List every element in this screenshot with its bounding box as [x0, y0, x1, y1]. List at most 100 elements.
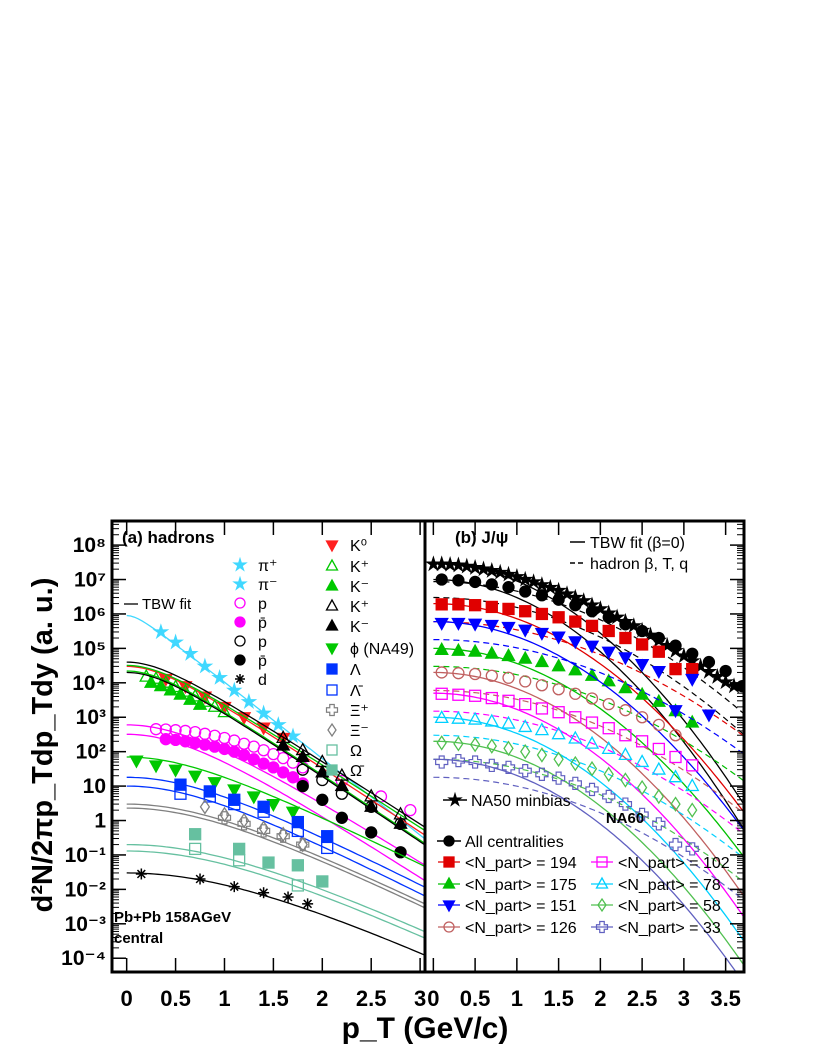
- data-point: [276, 737, 291, 751]
- fit-curve: [433, 716, 744, 942]
- x-tick-label: 1.5: [258, 986, 289, 1011]
- data-point: [149, 723, 163, 736]
- data-point: [551, 631, 566, 645]
- data-point: [533, 576, 551, 592]
- data-point: [227, 784, 242, 798]
- legend-marker: [595, 920, 609, 934]
- data-point: [686, 662, 699, 676]
- data-point: [269, 716, 287, 732]
- fit-curve: [126, 872, 425, 956]
- legend-marker: [234, 597, 246, 609]
- data-point: [569, 711, 582, 724]
- y-tick-label: 10⁷: [74, 569, 106, 592]
- data-point: [519, 585, 532, 598]
- data-point: [485, 758, 499, 773]
- legend-label: Ξ⁻: [350, 723, 369, 740]
- data-point: [282, 891, 294, 903]
- data-point: [586, 760, 598, 777]
- data-point: [635, 807, 649, 822]
- x-tick-label: 3.5: [710, 986, 741, 1011]
- data-point: [551, 726, 566, 740]
- data-point: [534, 722, 550, 736]
- legend-label: π⁻: [258, 577, 277, 594]
- fit-curve: [126, 843, 425, 932]
- data-point: [558, 585, 576, 602]
- data-point: [321, 830, 334, 843]
- data-point: [207, 777, 222, 791]
- legend-label: <N_part> = 126: [465, 920, 577, 937]
- legend-label: Ξ⁺: [350, 703, 369, 720]
- data-point: [435, 598, 448, 611]
- data-point: [434, 617, 449, 631]
- data-point: [603, 766, 614, 783]
- data-point: [194, 873, 206, 885]
- legend-marker: [442, 900, 456, 913]
- data-point: [651, 693, 666, 707]
- data-point: [569, 599, 582, 612]
- data-point: [435, 687, 448, 700]
- panel-a-series: [126, 614, 425, 956]
- hadron-fit-curve: [433, 776, 744, 901]
- legend-label: K⁰: [350, 538, 367, 555]
- legend-marker: [325, 558, 339, 571]
- data-point: [535, 589, 549, 602]
- data-point: [485, 578, 498, 591]
- data-point: [174, 778, 187, 791]
- data-point: [652, 742, 665, 756]
- data-point: [501, 621, 516, 635]
- data-point: [286, 771, 300, 784]
- data-point: [508, 568, 526, 584]
- data-point: [669, 662, 682, 676]
- data-point: [129, 755, 144, 769]
- hadron-fit-curve: [433, 758, 744, 883]
- legend-marker: [325, 598, 339, 611]
- legend-marker: [597, 897, 607, 913]
- y-axis-label: d²N/2πp_Tdp_Tdy (a. u.): [27, 578, 59, 913]
- data-point: [316, 875, 329, 888]
- data-point: [198, 738, 212, 751]
- annotation-line-2: central: [114, 930, 163, 947]
- data-point: [295, 749, 310, 763]
- data-point: [285, 806, 301, 820]
- panel-b-subtitle: NA60: [606, 810, 644, 827]
- data-point: [404, 804, 417, 817]
- x-tick-label: 1.5: [543, 986, 574, 1011]
- data-point: [291, 815, 304, 829]
- data-point: [468, 667, 482, 681]
- data-point: [552, 593, 565, 606]
- data-point: [188, 842, 202, 856]
- data-point: [516, 570, 534, 587]
- data-point: [196, 657, 214, 674]
- data-point: [518, 764, 532, 778]
- fit-curve: [126, 776, 425, 888]
- legend-label: p̄: [258, 653, 267, 670]
- data-point: [152, 623, 170, 640]
- data-point: [601, 646, 616, 660]
- panel-b-series: [425, 555, 744, 972]
- data-point: [602, 611, 615, 624]
- data-point: [173, 686, 188, 700]
- data-point: [619, 618, 632, 631]
- x-tick-label: 3: [678, 986, 690, 1011]
- x-tick-label: 0: [121, 986, 133, 1011]
- data-point: [502, 671, 515, 684]
- data-point: [302, 898, 314, 910]
- data-point: [467, 711, 483, 725]
- data-point: [634, 659, 650, 673]
- data-point: [453, 735, 464, 752]
- data-point: [199, 799, 211, 815]
- data-point: [618, 680, 633, 694]
- data-point: [541, 578, 559, 595]
- data-point: [434, 710, 449, 724]
- legend-label: K⁺: [350, 559, 369, 576]
- data-point: [535, 679, 549, 692]
- data-point: [167, 633, 184, 650]
- fit-curve: [433, 740, 744, 966]
- data-point: [502, 602, 515, 616]
- data-point: [652, 631, 665, 645]
- data-point: [258, 820, 269, 836]
- data-point: [469, 736, 481, 753]
- data-point: [451, 642, 466, 656]
- fit-curve: [126, 807, 425, 908]
